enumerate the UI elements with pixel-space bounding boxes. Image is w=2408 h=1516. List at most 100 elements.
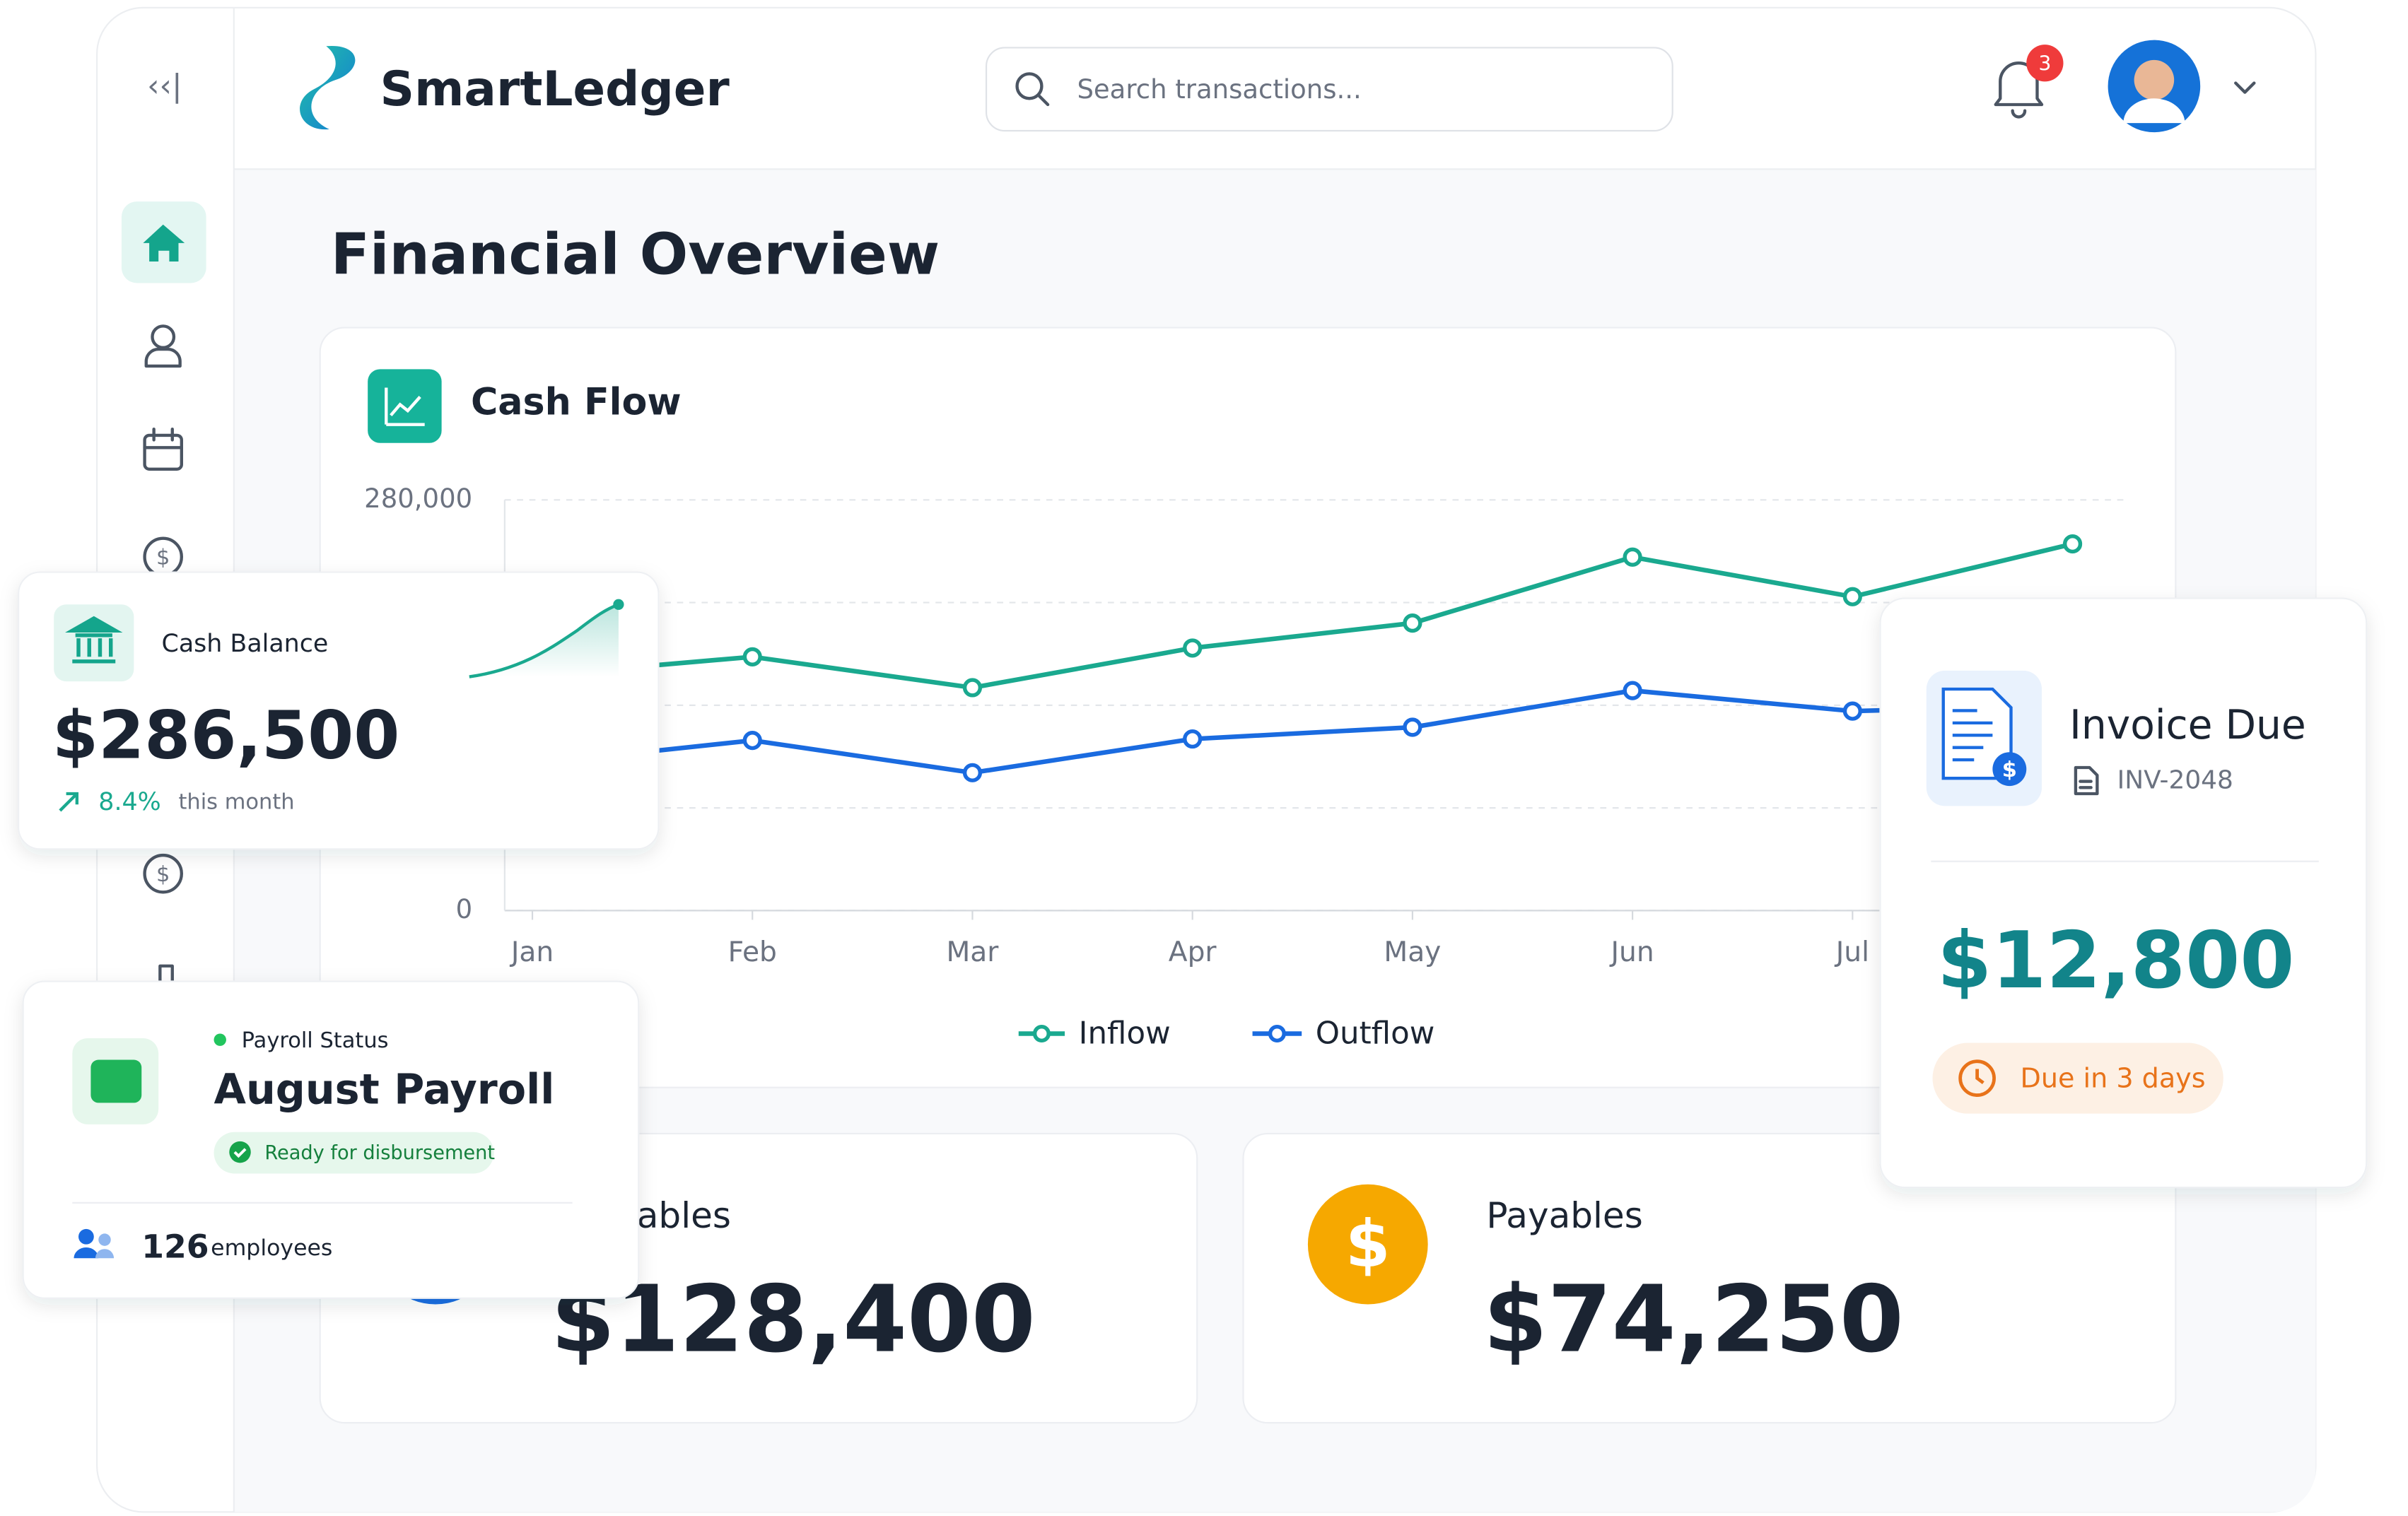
data-point — [1842, 587, 1862, 606]
legend-label: Inflow — [1079, 1016, 1171, 1052]
home-icon — [143, 224, 185, 262]
wallet-icon — [90, 1059, 142, 1103]
chart-title: Cash Flow — [471, 381, 682, 423]
search-placeholder: Search transactions... — [1077, 74, 1361, 105]
payroll-title: August Payroll — [214, 1064, 555, 1113]
collapse-icon[interactable]: ‹‹| — [147, 69, 182, 104]
page-title: Financial Overview — [331, 221, 940, 288]
data-point — [962, 763, 983, 782]
cash-balance-change: 8.4% — [98, 788, 160, 816]
notification-badge — [2026, 45, 2064, 82]
bell-icon[interactable] — [1994, 61, 2044, 119]
y-tick-label: 0 — [456, 894, 473, 924]
sparkline — [469, 603, 619, 678]
people-icon — [95, 1249, 115, 1259]
x-tick-label: Apr — [1169, 936, 1217, 968]
invoice-amount: $12,800 — [1937, 915, 2295, 1006]
trend-arrow — [59, 792, 79, 812]
document-icon — [2074, 765, 2099, 796]
payables-card — [1242, 1132, 2177, 1424]
data-point — [1623, 547, 1642, 567]
people-icon — [98, 1233, 111, 1246]
bank-icon-bg — [54, 604, 134, 682]
legend: Inflow Outflow — [1018, 1016, 1435, 1052]
search-box[interactable] — [985, 47, 1673, 132]
legend-swatch-dot — [1268, 1024, 1286, 1043]
check-glyph — [233, 1148, 247, 1158]
header: SmartLedger Search transactions... 3 — [300, 40, 2256, 133]
check-icon — [229, 1141, 251, 1163]
cash-balance-label: Cash Balance — [162, 630, 329, 658]
x-tick-label: Jan — [509, 936, 554, 968]
cash-balance-amount: $286,500 — [52, 698, 399, 775]
data-point — [742, 731, 762, 751]
cash-balance-period: this month — [178, 790, 294, 815]
payroll-card: Payroll Status August Payroll Ready for … — [22, 980, 640, 1299]
due-pill — [1932, 1042, 2223, 1114]
x-tick-label: Jul — [1834, 936, 1869, 968]
people-icon — [78, 1228, 94, 1245]
avatar-face — [2134, 59, 2175, 100]
legend-swatch-dot — [1032, 1024, 1051, 1043]
payables-label: Payables — [1486, 1195, 1642, 1236]
more-icon[interactable] — [158, 964, 174, 983]
billing-icon[interactable] — [143, 853, 183, 894]
data-point — [1183, 638, 1203, 658]
chart-icon-glyph — [385, 387, 425, 426]
legend-label: Outflow — [1316, 1016, 1435, 1052]
series-line — [532, 541, 2074, 691]
payments-glyph: $ — [156, 546, 170, 570]
status-dot — [214, 1033, 226, 1046]
employee-count: 126 — [141, 1228, 209, 1266]
invoice-dollar-glyph: $ — [2002, 758, 2017, 782]
sparkline-area — [469, 604, 619, 677]
invoice-title: Invoice Due — [2069, 702, 2306, 748]
invoice-due: Due in 3 days — [2021, 1062, 2206, 1093]
data-point — [1403, 717, 1422, 737]
avatar-body — [2123, 98, 2185, 124]
data-point — [2062, 534, 2083, 554]
series-line — [532, 688, 2073, 775]
data-point — [742, 647, 762, 666]
billing-glyph: $ — [156, 862, 170, 887]
sidebar: ‹‹| $ $ — [121, 69, 206, 983]
invoice-card: $ Invoice Due INV-2048 $12,800 Due in 3 … — [1879, 597, 2368, 1189]
clock-icon — [1958, 1059, 1996, 1097]
invoice-lines — [1952, 709, 1993, 762]
profile-menu-chevron[interactable] — [2234, 81, 2256, 94]
clock-hands — [1975, 1069, 1985, 1085]
data-point — [1403, 613, 1422, 633]
profile-icon[interactable] — [144, 324, 182, 368]
payroll-status-label: Payroll Status — [242, 1028, 389, 1053]
payables-icon-glyph: $ — [1345, 1206, 1391, 1282]
search-icon — [1015, 72, 1050, 107]
x-tick-label: Mar — [947, 936, 1000, 968]
x-tick-label: Feb — [728, 936, 777, 968]
card-background — [18, 571, 660, 850]
logo-mark — [300, 45, 356, 130]
x-tick-label: May — [1384, 936, 1441, 968]
data-point — [1623, 681, 1642, 700]
people-icon — [74, 1247, 99, 1259]
payables-icon — [1307, 1184, 1428, 1305]
invoice-number: INV-2048 — [2117, 766, 2233, 795]
notification-count: 3 — [2038, 52, 2051, 75]
sparkline-end — [613, 599, 624, 610]
cash-balance-card: Cash Balance $286,500 8.4% this month — [18, 571, 660, 850]
payables-amount: $74,250 — [1483, 1266, 1904, 1373]
x-tick-label: Jun — [1609, 936, 1654, 968]
brand-name[interactable]: SmartLedger — [380, 61, 730, 117]
chart-icon — [368, 369, 442, 443]
data-point — [1842, 701, 1862, 721]
data-point — [1183, 729, 1203, 749]
invoice-dollar — [1992, 752, 2027, 787]
bank-icon — [65, 616, 123, 664]
data-point — [962, 678, 983, 698]
payroll-badge: Ready for disbursement — [264, 1142, 495, 1164]
y-tick-label: 280,000 — [364, 483, 472, 514]
status-pill — [214, 1132, 494, 1174]
employee-label: employees — [211, 1235, 332, 1261]
calendar-icon[interactable] — [143, 428, 183, 471]
